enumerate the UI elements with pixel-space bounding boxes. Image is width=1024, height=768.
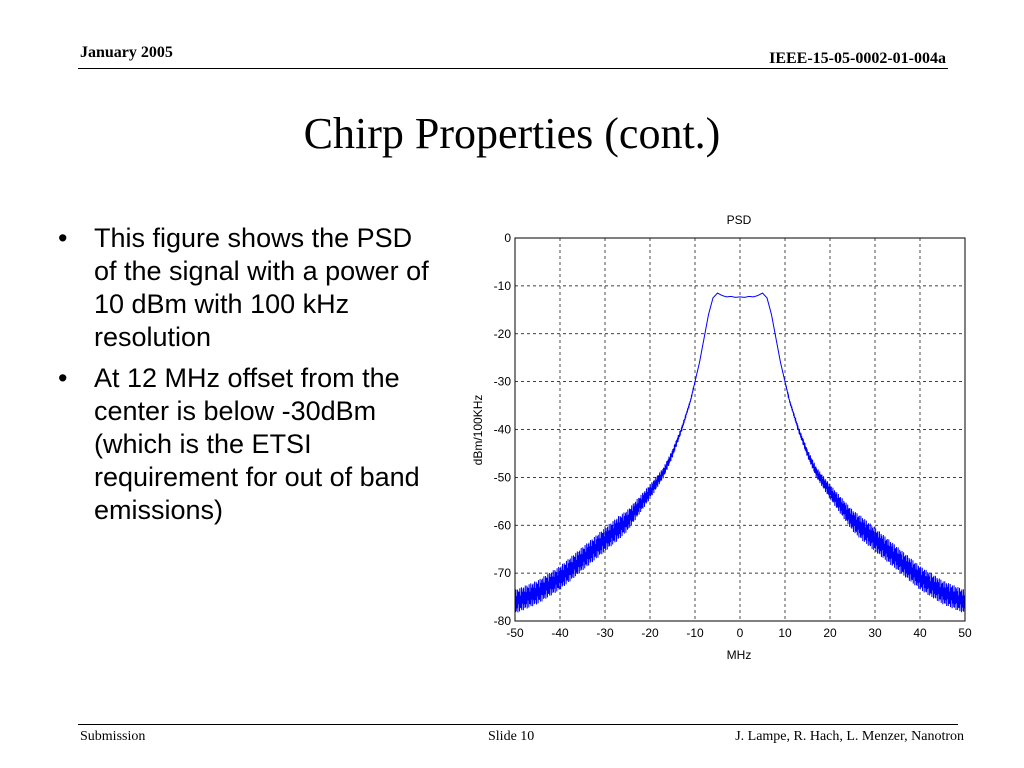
x-tick-label: 10 — [778, 626, 792, 640]
x-tick-label: -50 — [506, 626, 524, 640]
x-tick-label: -40 — [551, 626, 569, 640]
x-tick-label: 0 — [737, 626, 744, 640]
bullet-text: At 12 MHz offset from the center is belo… — [94, 363, 420, 525]
bullet-text: This figure shows the PSD of the signal … — [94, 223, 429, 352]
bullet-item: • At 12 MHz offset from the center is bel… — [58, 362, 438, 527]
x-tick-label: 20 — [823, 626, 837, 640]
psd-chart: PSD MHz dBm/100KHz -50 -40 -30 -20 -10 0 10 20 3… — [463, 208, 983, 668]
y-tick-label: -60 — [494, 518, 512, 532]
header-divider — [78, 68, 948, 69]
bullet-item: • This figure shows the PSD of the signal… — [58, 222, 438, 354]
footer-slide-number: Slide 10 — [488, 729, 535, 744]
footer-authors: J. Lampe, R. Hach, L. Menzer, Nanotron — [735, 729, 964, 744]
chart-ylabel: dBm/100KHz — [471, 395, 485, 466]
x-tick-label: 50 — [958, 626, 972, 640]
bullet-dot-icon: • — [58, 363, 68, 393]
x-tick-label: -30 — [596, 626, 614, 640]
y-tick-label: -40 — [494, 423, 512, 437]
plot-frame — [514, 237, 966, 622]
x-tick-label: -20 — [641, 626, 659, 640]
chart-grid — [515, 238, 965, 621]
footer-submission: Submission — [80, 729, 146, 744]
y-tick-label: -80 — [494, 614, 512, 628]
slide-title: Chirp Properties (cont.) — [303, 109, 721, 158]
y-tick-label: -30 — [494, 375, 512, 389]
footer-divider — [78, 724, 958, 725]
x-tick-label: 30 — [868, 626, 882, 640]
bullet-list: • This figure shows the PSD of the signal… — [58, 222, 438, 535]
y-tick-label: -70 — [494, 566, 512, 580]
header-date: January 2005 — [80, 44, 173, 61]
y-tick-label: 0 — [504, 231, 511, 245]
y-tick-label: -20 — [494, 327, 512, 341]
y-tick-label: -10 — [494, 279, 512, 293]
x-tick-label: -10 — [686, 626, 704, 640]
bullet-dot-icon: • — [58, 223, 68, 253]
psd-series-line — [514, 292, 966, 613]
y-tick-label: -50 — [494, 470, 512, 484]
chart-title: PSD — [727, 213, 752, 227]
header-doc-id: IEEE-15-05-0002-01-004a — [769, 50, 946, 67]
chart-ticks: -50 -40 -30 -20 -10 0 10 20 30 40 50 0 -10 -20 -30 -40 -… — [494, 231, 972, 640]
psd-chart-svg: PSD MHz dBm/100KHz -50 -40 -30 -20 -10 0 10 20 3… — [471, 213, 972, 662]
x-tick-label: 40 — [913, 626, 927, 640]
chart-xlabel: MHz — [727, 648, 752, 662]
